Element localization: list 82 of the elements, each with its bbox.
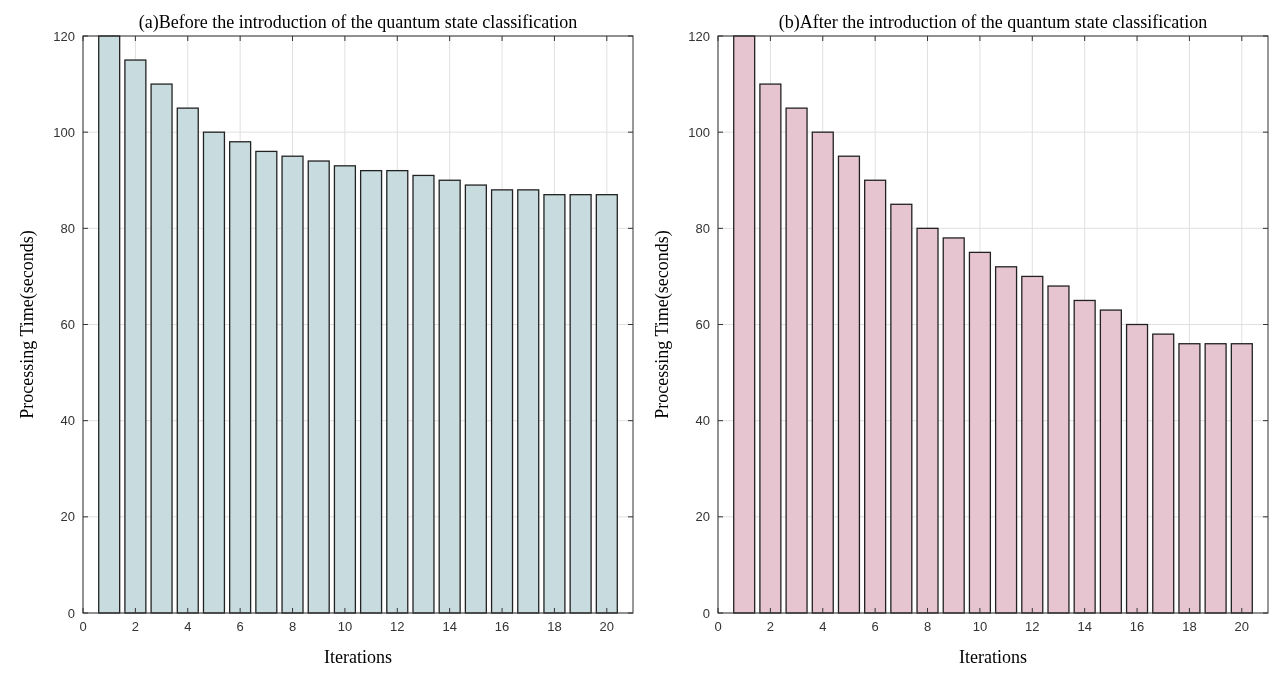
bar	[412, 174, 435, 614]
y-tick-label: 40	[60, 413, 75, 429]
x-tick-label: 4	[819, 619, 827, 634]
bar	[733, 35, 756, 614]
x-axis-title: Iterations	[324, 647, 392, 667]
y-tick-label: 80	[695, 220, 710, 236]
bar	[359, 169, 383, 614]
x-axis-title: Iterations	[959, 647, 1027, 667]
bar	[890, 203, 913, 614]
bar	[333, 165, 357, 614]
bar	[229, 141, 252, 614]
x-tick-label: 10	[972, 619, 988, 634]
x-tick-label: 14	[442, 619, 457, 634]
x-tick-label: 20	[599, 619, 615, 634]
bar	[595, 194, 618, 614]
bar	[1021, 275, 1044, 614]
bar	[1047, 285, 1070, 614]
bar	[490, 189, 514, 614]
bar	[994, 266, 1018, 614]
y-tick-label: 60	[695, 317, 710, 333]
bar	[1125, 323, 1149, 614]
x-tick-label: 6	[236, 619, 244, 634]
y-tick-label: 120	[53, 28, 75, 44]
bar	[864, 179, 887, 614]
y-axis-title: Processing Time(seconds)	[652, 230, 673, 419]
y-tick-label: 20	[695, 509, 710, 525]
x-tick-label: 8	[923, 619, 932, 634]
bar	[543, 194, 566, 614]
y-tick-label: 40	[695, 413, 710, 429]
bar	[1099, 309, 1122, 614]
x-tick-label: 10	[337, 619, 353, 634]
bar	[569, 194, 592, 614]
bar	[438, 179, 461, 614]
chart-title: (a)Before the introduction of the quantum state classification	[138, 12, 578, 33]
x-tick-label: 4	[184, 619, 192, 634]
bar	[968, 251, 992, 614]
x-tick-label: 0	[79, 619, 87, 634]
bar	[942, 237, 965, 614]
x-tick-label: 2	[131, 619, 139, 634]
x-tick-label: 18	[1182, 619, 1197, 634]
bar	[1178, 343, 1201, 614]
bar	[517, 189, 540, 614]
x-tick-label: 6	[871, 619, 879, 634]
bar	[98, 35, 121, 614]
y-tick-label: 0	[67, 605, 75, 621]
bar	[1204, 343, 1227, 614]
bar	[837, 155, 861, 614]
y-tick-label: 100	[53, 124, 75, 140]
bar	[464, 184, 487, 614]
y-tick-label: 120	[688, 28, 710, 44]
y-tick-label: 60	[60, 317, 75, 333]
x-tick-label: 16	[494, 619, 510, 634]
x-tick-label: 20	[1234, 619, 1250, 634]
bar	[1152, 333, 1175, 614]
y-axis-title: Processing Time(seconds)	[17, 230, 38, 419]
x-tick-label: 18	[547, 619, 562, 634]
bar	[307, 160, 330, 614]
bar	[386, 169, 409, 614]
x-tick-label: 12	[1025, 619, 1040, 634]
bar	[150, 83, 173, 614]
bar	[785, 107, 808, 614]
x-tick-label: 0	[714, 619, 722, 634]
x-tick-label: 16	[1129, 619, 1145, 634]
x-tick-label: 14	[1077, 619, 1092, 634]
bar	[916, 227, 939, 614]
y-tick-label: 0	[702, 605, 710, 621]
bar	[759, 83, 782, 614]
bar	[176, 107, 199, 614]
bar	[811, 131, 834, 614]
chart-title: (b)After the introduction of the quantum state classification	[778, 12, 1208, 33]
x-tick-label: 12	[390, 619, 405, 634]
x-tick-label: 2	[766, 619, 774, 634]
bar	[124, 59, 147, 614]
y-tick-label: 20	[60, 509, 75, 525]
bar	[1073, 299, 1096, 614]
bar	[1230, 343, 1253, 614]
bar	[255, 150, 278, 614]
y-tick-label: 100	[688, 124, 710, 140]
x-tick-label: 8	[288, 619, 297, 634]
bar	[281, 155, 304, 614]
bar	[202, 131, 226, 614]
y-tick-label: 80	[60, 220, 75, 236]
